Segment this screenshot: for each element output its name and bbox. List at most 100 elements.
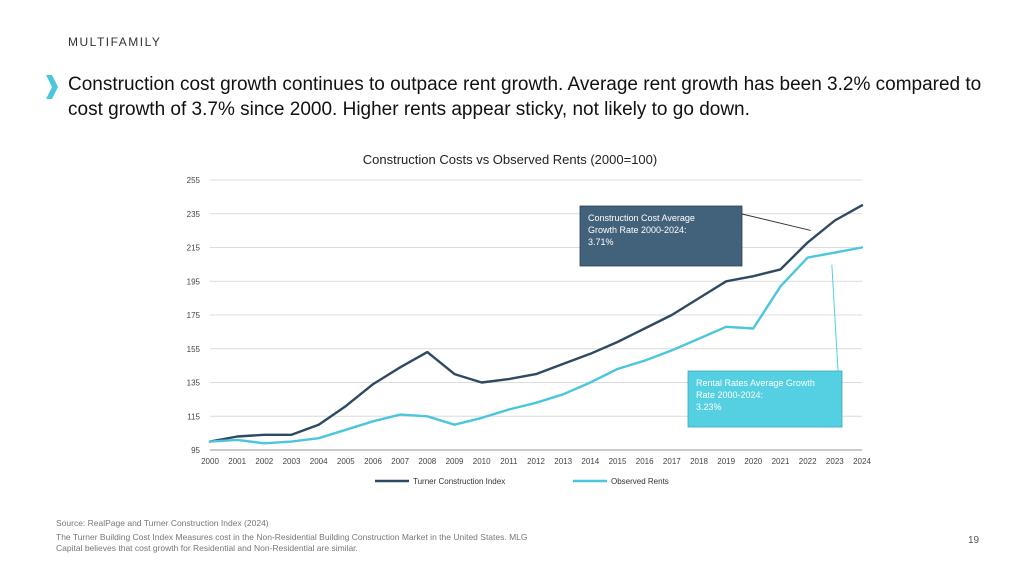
x-tick-label: 2020 [744,457,762,466]
section-label: MULTIFAMILY [68,35,162,49]
data-point [562,393,564,396]
y-tick-label: 95 [191,446,200,455]
x-tick-label: 2006 [364,457,382,466]
x-tick-label: 2019 [717,457,735,466]
annotation-text: Rate 2000-2024: [696,390,763,400]
data-point [399,413,401,416]
data-point [426,415,429,418]
data-point [643,359,646,362]
x-tick-label: 2002 [255,457,273,466]
data-point [508,408,510,411]
data-point [861,204,863,207]
data-point [399,366,401,369]
data-point [426,351,429,353]
x-tick-label: 2009 [446,457,464,466]
y-tick-label: 235 [187,210,201,219]
x-tick-label: 2003 [283,457,301,466]
annotation-text: Rental Rates Average Growth [696,378,815,388]
data-point [725,326,727,328]
data-point [752,327,755,330]
legend-label: Turner Construction Index [413,477,505,486]
data-point [236,435,238,438]
data-point [725,280,727,283]
y-tick-label: 255 [187,176,201,185]
data-point [290,440,293,443]
legend-label: Observed Rents [611,477,669,486]
data-point [263,434,266,436]
data-point [616,368,619,370]
x-tick-label: 2012 [527,457,545,466]
x-tick-label: 2014 [581,457,599,466]
x-tick-label: 2021 [772,457,790,466]
x-tick-label: 2013 [554,457,572,466]
data-point [480,417,483,419]
x-tick-label: 2001 [228,457,246,466]
data-point [861,246,863,249]
annotation-text: 3.23% [696,402,722,412]
annotation-text: 3.71% [588,237,614,247]
x-tick-label: 2008 [418,457,436,466]
x-tick-label: 2022 [799,457,817,466]
data-point [535,401,537,404]
data-point [263,442,266,445]
y-tick-label: 155 [187,345,201,354]
y-tick-label: 195 [187,277,201,286]
data-point [508,378,510,380]
data-point [806,241,809,244]
data-point [209,440,211,443]
data-point [671,349,673,352]
source-text: Source: RealPage and Turner Construction… [56,518,269,528]
data-point [372,420,374,423]
headline: Construction cost growth continues to ou… [68,74,982,120]
annotation-text: Construction Cost Average [588,213,695,223]
x-tick-label: 2010 [473,457,491,466]
data-point [779,285,782,288]
data-point [372,383,374,385]
data-point [317,437,320,439]
data-point [779,268,782,271]
data-point [562,363,564,365]
annotation-leader-line [831,264,839,372]
data-point [480,381,483,384]
bullet-marker-icon [46,75,58,99]
y-tick-label: 215 [187,244,201,253]
annotation-box-construction [579,205,743,267]
data-point [834,251,836,254]
page-number: 19 [968,535,980,546]
data-point [834,219,836,222]
data-point [345,428,347,431]
data-point [616,341,619,343]
data-point [752,275,755,277]
annotation-text: Growth Rate 2000-2024: [588,225,687,235]
x-tick-label: 2015 [609,457,627,466]
x-tick-label: 2018 [690,457,708,466]
chart-title: Construction Costs vs Observed Rents (20… [363,152,657,167]
data-point [806,256,809,259]
y-tick-label: 135 [187,379,201,388]
data-point [589,381,592,384]
x-tick-label: 2004 [310,457,328,466]
x-tick-label: 2007 [391,457,409,466]
data-point [698,337,700,340]
data-point [345,405,347,407]
line-chart: Construction Costs vs Observed Rents (20… [170,148,890,498]
data-point [643,327,646,330]
x-tick-label: 2011 [500,457,518,466]
data-point [589,353,592,355]
annotation-box-rents [687,370,843,428]
y-tick-label: 115 [187,412,200,421]
data-point [535,373,537,375]
data-point [453,373,456,375]
data-point [290,434,293,436]
footnote-text: The Turner Building Cost Index Measures … [56,532,528,553]
annotation-leader-line [741,213,811,231]
x-tick-label: 2005 [337,457,355,466]
y-tick-label: 175 [187,311,201,320]
data-point [236,439,238,441]
data-point [453,423,456,426]
x-tick-label: 2016 [636,457,654,466]
x-tick-label: 2024 [853,457,871,466]
data-point [317,423,320,426]
data-point [698,297,700,299]
x-tick-label: 2023 [826,457,844,466]
